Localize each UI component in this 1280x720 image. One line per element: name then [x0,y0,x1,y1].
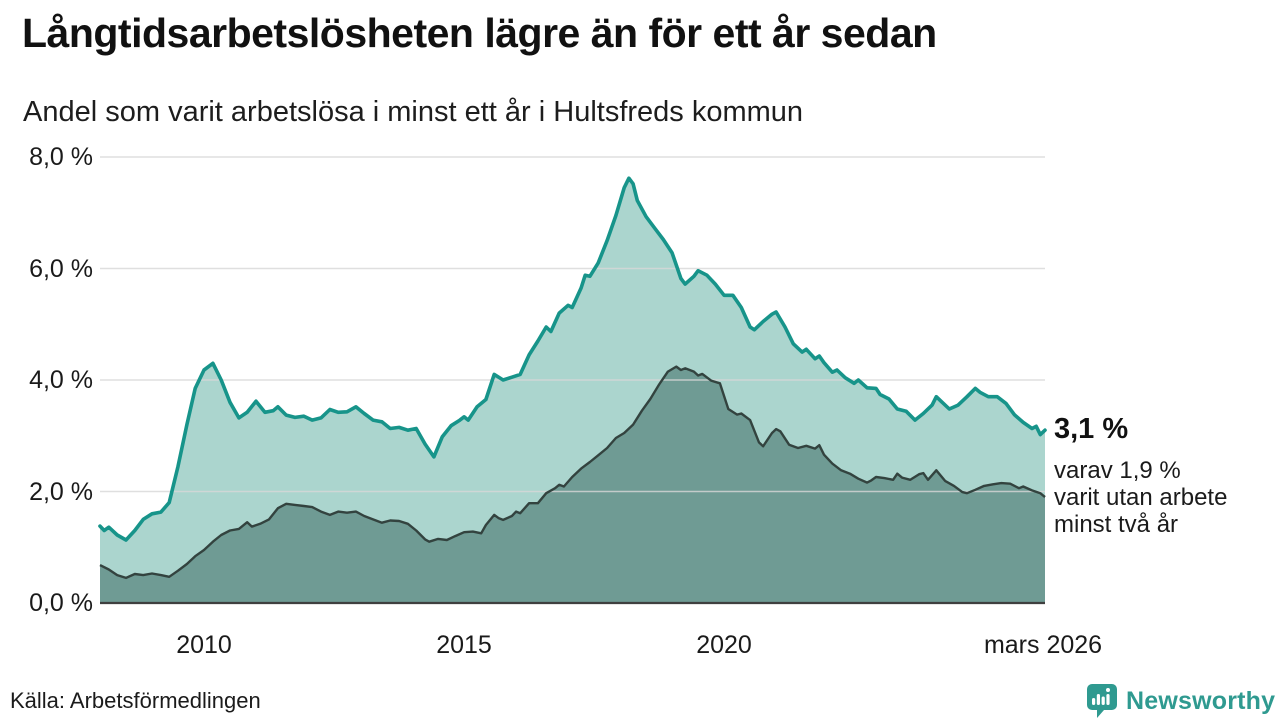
bar-1 [1092,698,1096,705]
x-axis-tick-mars-2026: mars 2026 [983,631,1103,659]
newsworthy-bubble-icon [1087,684,1117,718]
exclamation-dot [1106,688,1110,692]
y-axis-tick-6: 6,0 % [29,255,93,283]
newsworthy-wordmark: Newsworthy [1126,686,1276,715]
bar-2 [1096,694,1100,705]
area-unemployed-2plus-years [100,366,1045,603]
end-value-description: varav 1,9 % varit utan arbete minst två … [1054,457,1269,538]
end-value-label: 3,1 % [1054,413,1129,445]
annotation-line-1: varav 1,9 % [1054,457,1181,484]
chart-subtitle: Andel som varit arbetslösa i minst ett å… [23,96,804,128]
annotation-line-2: varit utan arbete [1054,484,1228,511]
annotation-line-3: minst två år [1054,511,1179,538]
exclamation-bar [1106,694,1110,705]
y-axis-tick-0: 0,0 % [29,589,93,617]
page-title: Långtidsarbetslösheten lägre än för ett … [22,10,937,56]
x-axis-tick-2020: 2020 [696,631,752,659]
y-axis-tick-8: 8,0 % [29,143,93,171]
y-axis-tick-2: 2,0 % [29,478,93,506]
line-unemployed-2plus-years [99,365,1046,580]
newsworthy-logo: Newsworthy [1084,682,1275,720]
y-axis-tick-4: 4,0 % [29,366,93,394]
x-axis-tick-2010: 2010 [176,631,232,659]
source-note: Källa: Arbetsförmedlingen [10,688,261,713]
bar-3 [1101,696,1105,705]
x-axis-tick-2015: 2015 [436,631,492,659]
end-value-annotation: 3,1 % varav 1,9 % varit utan arbete mins… [1054,413,1269,538]
line-unemployed-1plus-years [98,176,1047,542]
